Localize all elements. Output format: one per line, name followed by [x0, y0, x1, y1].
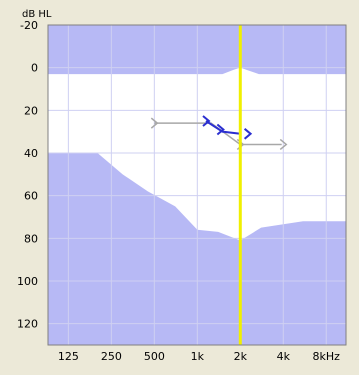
y-axis-label: dB HL	[22, 9, 52, 20]
x-tick-label: 2k	[234, 350, 248, 363]
y-tick-label: 60	[24, 190, 38, 203]
y-tick-label: -20	[20, 19, 38, 32]
x-tick-label: 8kHz	[313, 350, 341, 363]
y-tick-label: 100	[17, 275, 38, 288]
x-tick-label: 1k	[191, 350, 205, 363]
x-tick-label: 4k	[277, 350, 291, 363]
x-tick-label: 125	[58, 350, 79, 363]
x-tick-label: 500	[144, 350, 165, 363]
x-tick-label: 250	[101, 350, 122, 363]
y-tick-label: 40	[24, 147, 38, 160]
y-tick-label: 80	[24, 232, 38, 245]
y-tick-label: 0	[31, 62, 38, 75]
y-tick-label: 120	[17, 318, 38, 331]
y-tick-label: 20	[24, 104, 38, 117]
